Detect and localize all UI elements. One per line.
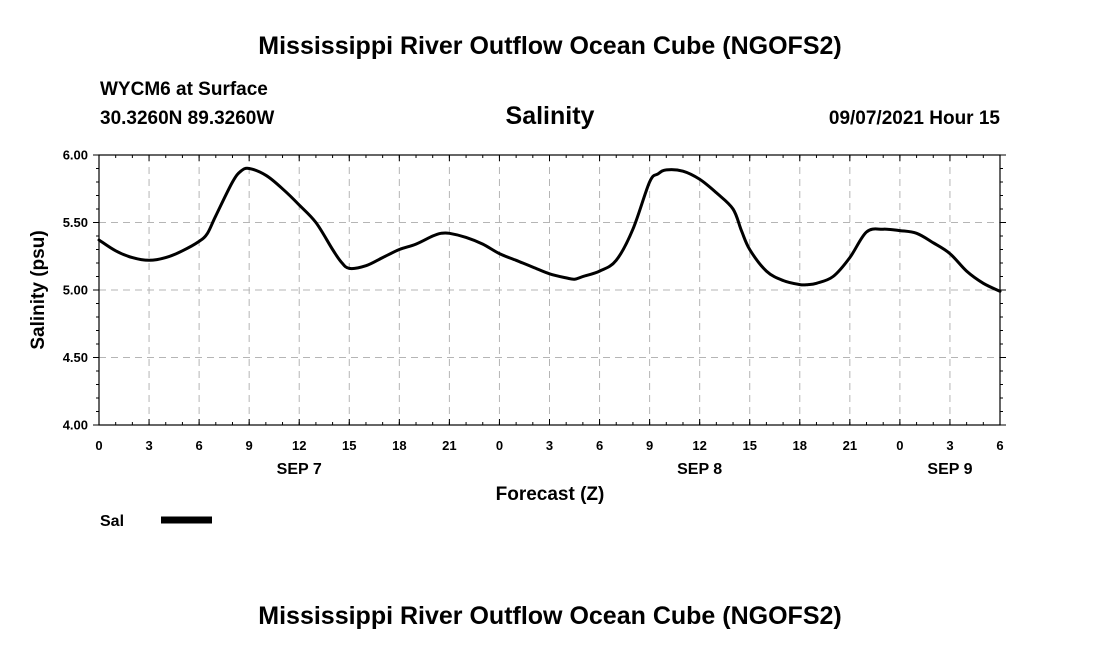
- plot-frame: [98, 154, 1001, 426]
- x-tick-label: 9: [646, 438, 653, 453]
- x-tick-label: 12: [292, 438, 306, 453]
- datetime-label: 09/07/2021 Hour 15: [829, 108, 1001, 129]
- date-label: SEP 9: [927, 461, 972, 478]
- x-axis-ticks: 0 3 6 9 12 15 18 21 0 3 6 9 12 15 18 21 0 3 6: [95, 155, 1004, 453]
- x-tick-label: 12: [692, 438, 706, 453]
- x-tick-label: 6: [596, 438, 603, 453]
- x-tick-label: 3: [546, 438, 553, 453]
- variable-title: Salinity: [506, 102, 595, 130]
- x-tick-label: 21: [442, 438, 456, 453]
- station-label: WYCM6 at Surface: [100, 79, 268, 100]
- legend: Sal: [100, 513, 212, 530]
- y-axis-label: Salinity (psu): [28, 230, 49, 349]
- x-tick-label: 18: [392, 438, 406, 453]
- y-tick-label: 5.50: [63, 215, 88, 230]
- x-tick-label: 6: [996, 438, 1003, 453]
- x-axis-label: Forecast (Z): [496, 484, 605, 505]
- date-labels: SEP 7 SEP 8 SEP 9: [277, 461, 973, 478]
- series-line-sal: [97, 166, 1002, 293]
- x-tick-label: 21: [843, 438, 857, 453]
- legend-label: Sal: [100, 513, 124, 530]
- chart-title: Mississippi River Outflow Ocean Cube (NG…: [258, 32, 841, 60]
- footer-title: Mississippi River Outflow Ocean Cube (NG…: [258, 602, 841, 630]
- x-tick-label: 15: [342, 438, 356, 453]
- x-tick-label: 6: [195, 438, 202, 453]
- x-tick-label: 0: [95, 438, 102, 453]
- grid-lines: [99, 155, 1000, 425]
- x-tick-label: 3: [145, 438, 152, 453]
- x-tick-label: 18: [793, 438, 807, 453]
- x-tick-label: 0: [896, 438, 903, 453]
- x-tick-label: 9: [246, 438, 253, 453]
- date-label: SEP 7: [277, 461, 322, 478]
- x-tick-label: 15: [742, 438, 756, 453]
- date-label: SEP 8: [677, 461, 722, 478]
- y-tick-label: 4.00: [63, 418, 88, 433]
- y-axis-ticks: 4.00 4.50 5.00 5.50 6.00: [63, 148, 1006, 433]
- y-tick-label: 5.00: [63, 283, 88, 298]
- x-tick-label: 3: [946, 438, 953, 453]
- coords-label: 30.3260N 89.3260W: [100, 108, 274, 129]
- x-tick-label: 0: [496, 438, 503, 453]
- y-tick-label: 6.00: [63, 148, 88, 163]
- series-lines: [97, 166, 1002, 293]
- y-tick-label: 4.50: [63, 350, 88, 365]
